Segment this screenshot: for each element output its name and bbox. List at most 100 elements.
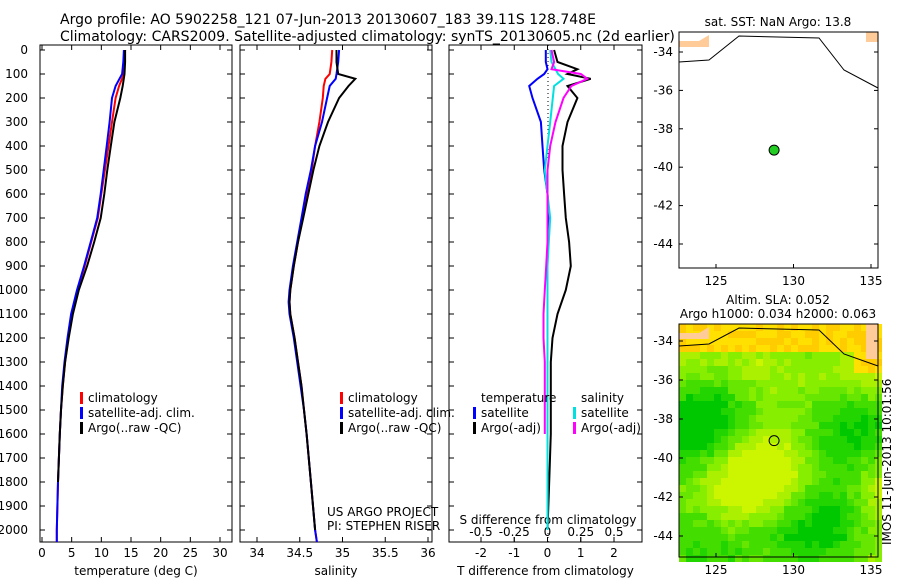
sla-cell [749, 366, 756, 373]
sla-cell [819, 464, 826, 471]
sla-cell [763, 422, 770, 429]
sla-cell [805, 499, 812, 506]
sla-cell [812, 464, 819, 471]
sla-cell [728, 359, 735, 366]
sla-cell [679, 324, 686, 331]
sla-cell [812, 506, 819, 513]
sla-cell [777, 394, 784, 401]
sla-cell [819, 485, 826, 492]
sla-cell [756, 436, 763, 443]
sla-cell [728, 324, 735, 331]
sla-cell [861, 387, 868, 394]
sla-cell [770, 443, 777, 450]
sla-cell [686, 436, 693, 443]
sla-cell [868, 478, 875, 485]
sla-cell [721, 436, 728, 443]
sla-cell [819, 457, 826, 464]
sla-cell [784, 436, 791, 443]
sla-cell [742, 450, 749, 457]
sla-cell [812, 387, 819, 394]
sla-cell [721, 415, 728, 422]
sla-cell [735, 520, 742, 527]
sla-cell [840, 499, 847, 506]
sla-cell [854, 387, 861, 394]
sla-cell [840, 513, 847, 520]
y-tick-label: 1300 [0, 355, 28, 369]
sla-cell [791, 555, 798, 562]
sla-cell [693, 408, 700, 415]
sla-cell [847, 464, 854, 471]
sla-cell [840, 520, 847, 527]
sla-cell [721, 408, 728, 415]
legend-swatch [340, 422, 343, 434]
sla-cell [777, 471, 784, 478]
legend-swatch [80, 407, 83, 419]
sla-cell [819, 422, 826, 429]
lon-tick-label: 130 [782, 274, 805, 288]
sla-cell [707, 415, 714, 422]
sla-cell [819, 366, 826, 373]
sla-cell [791, 408, 798, 415]
sla-cell [784, 359, 791, 366]
sla-cell [805, 359, 812, 366]
sla-cell [833, 380, 840, 387]
sla-cell [742, 527, 749, 534]
sla-cell [861, 415, 868, 422]
sla-cell [861, 471, 868, 478]
sla-cell [679, 548, 686, 555]
sla-cell [847, 485, 854, 492]
sla-cell [679, 450, 686, 457]
series-line-satellite-adj-clim- [287, 49, 341, 543]
sla-cell [854, 443, 861, 450]
sla-cell [693, 520, 700, 527]
sla-cell [763, 471, 770, 478]
sla-cell [805, 352, 812, 359]
sla-cell [791, 380, 798, 387]
sla-cell [763, 464, 770, 471]
sla-cell [707, 338, 714, 345]
x2-tick-label: 0.5 [604, 525, 623, 539]
sla-cell [826, 429, 833, 436]
x-tick-label: 35 [335, 546, 350, 560]
sla-cell [868, 506, 875, 513]
sla-cell [791, 520, 798, 527]
sla-cell [840, 492, 847, 499]
sla-cell [819, 534, 826, 541]
sla-cell [770, 520, 777, 527]
sla-cell [805, 527, 812, 534]
sla-cell [728, 506, 735, 513]
sla-cell [805, 555, 812, 562]
sla-cell [707, 534, 714, 541]
sla-cell [714, 380, 721, 387]
sla-cell [756, 534, 763, 541]
sla-cell [861, 513, 868, 520]
sla-cell [840, 541, 847, 548]
sla-cell [784, 401, 791, 408]
x-tick-label: 35.5 [372, 546, 399, 560]
sla-cell [735, 457, 742, 464]
sla-cell [749, 443, 756, 450]
sla-cell [770, 471, 777, 478]
sla-cell [700, 548, 707, 555]
sla-cell [770, 352, 777, 359]
sla-cell [693, 513, 700, 520]
map-frame [678, 323, 879, 558]
sla-cell [812, 422, 819, 429]
sla-cell [686, 527, 693, 534]
sla-cell [861, 436, 868, 443]
x2-tick-label: -0.25 [499, 525, 530, 539]
sla-cell [714, 401, 721, 408]
legend-label: satellite-adj. clim. [348, 406, 455, 420]
sla-cell [686, 408, 693, 415]
sla-cell [861, 520, 868, 527]
sla-cell [770, 373, 777, 380]
sla-cell [805, 506, 812, 513]
sla-cell [714, 422, 721, 429]
sla-cell [812, 527, 819, 534]
sla-cell [861, 422, 868, 429]
sla-cell [686, 443, 693, 450]
sla-cell [798, 352, 805, 359]
sla-cell [728, 520, 735, 527]
sla-cell [805, 324, 812, 331]
sla-cell [770, 534, 777, 541]
